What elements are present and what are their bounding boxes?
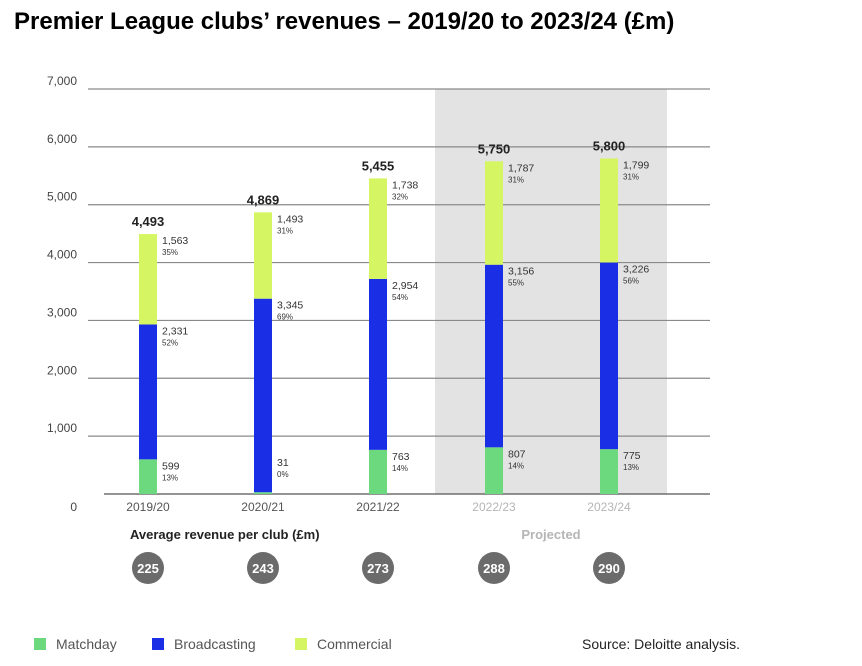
data-label: 1,493 (277, 213, 303, 225)
x-tick-label: 2021/22 (356, 500, 400, 514)
bar-commercial (254, 212, 272, 299)
legend-item-matchday: Matchday (34, 636, 117, 652)
avg-revenue-value: 290 (598, 561, 620, 576)
y-tick-label: 2,000 (47, 363, 77, 377)
avg-revenue-value: 273 (367, 561, 389, 576)
avg-revenue-badge (362, 552, 394, 584)
avg-revenue-badge (478, 552, 510, 584)
data-label: 31 (277, 457, 289, 469)
total-label: 5,750 (478, 141, 511, 156)
total-label: 5,455 (362, 158, 395, 173)
x-tick-label: 2022/23 (472, 500, 516, 514)
share-label: 31% (508, 175, 524, 184)
share-label: 31% (277, 226, 293, 235)
avg-revenue-value: 243 (252, 561, 274, 576)
chart-title: Premier League clubs’ revenues – 2019/20… (14, 8, 675, 35)
bar-broadcasting (369, 278, 387, 450)
legend-label-broadcasting: Broadcasting (174, 636, 256, 652)
legend-swatch-matchday (34, 638, 46, 650)
avg-revenue-value: 288 (483, 561, 505, 576)
avg-revenue-label: Average revenue per club (£m) (130, 527, 320, 542)
bar-matchday (369, 449, 387, 494)
share-label: 0% (277, 470, 289, 479)
data-label: 1,799 (623, 159, 649, 171)
share-label: 14% (508, 461, 524, 470)
data-label: 1,738 (392, 179, 418, 191)
data-label: 763 (392, 451, 410, 463)
y-tick-label: 6,000 (47, 132, 77, 146)
source-note: Source: Deloitte analysis. (582, 636, 740, 652)
legend-item-commercial: Commercial (295, 636, 392, 652)
y-tick-label: 7,000 (47, 74, 77, 88)
data-label: 1,563 (162, 235, 188, 247)
bar-commercial (139, 234, 157, 325)
total-label: 4,493 (132, 214, 165, 229)
legend-label-commercial: Commercial (317, 636, 392, 652)
avg-revenue-badge (247, 552, 279, 584)
projected-label: Projected (521, 527, 580, 542)
avg-revenue-value: 225 (137, 561, 159, 576)
total-label: 4,869 (247, 192, 280, 207)
projected-background (435, 89, 667, 494)
share-label: 35% (162, 248, 178, 257)
bar-broadcasting (485, 264, 503, 448)
share-label: 32% (392, 192, 408, 201)
legend-swatch-broadcasting (152, 638, 164, 650)
x-tick-label: 2023/24 (587, 500, 631, 514)
share-label: 54% (392, 293, 408, 302)
share-label: 13% (162, 473, 178, 482)
legend-swatch-commercial (295, 638, 307, 650)
share-label: 55% (508, 279, 524, 288)
bar-commercial (369, 178, 387, 279)
bar-matchday (485, 447, 503, 494)
bar-matchday (254, 492, 272, 494)
share-label: 56% (623, 277, 639, 286)
share-label: 14% (392, 464, 408, 473)
data-label: 2,331 (162, 325, 188, 337)
legend-label-matchday: Matchday (56, 636, 117, 652)
y-tick-label: 5,000 (47, 190, 77, 204)
data-label: 1,787 (508, 162, 534, 174)
y-tick-label: 1,000 (47, 421, 77, 435)
bar-broadcasting (254, 298, 272, 493)
bar-matchday (139, 459, 157, 494)
share-label: 52% (162, 338, 178, 347)
y-tick-label: 4,000 (47, 248, 77, 262)
data-label: 807 (508, 448, 526, 460)
x-tick-label: 2019/20 (126, 500, 170, 514)
data-label: 3,156 (508, 266, 534, 278)
bar-broadcasting (139, 324, 157, 460)
x-tick-label: 2020/21 (241, 500, 285, 514)
share-label: 69% (277, 313, 293, 322)
share-label: 13% (623, 463, 639, 472)
y-tick-label: 0 (70, 500, 77, 514)
bar-broadcasting (600, 262, 618, 450)
bar-matchday (600, 449, 618, 494)
y-tick-label: 3,000 (47, 305, 77, 319)
avg-revenue-badge (132, 552, 164, 584)
share-label: 31% (623, 172, 639, 181)
data-label: 3,345 (277, 300, 303, 312)
data-label: 599 (162, 460, 180, 472)
data-label: 3,226 (623, 264, 649, 276)
legend-item-broadcasting: Broadcasting (152, 636, 256, 652)
avg-revenue-badge (593, 552, 625, 584)
data-label: 775 (623, 450, 641, 462)
total-label: 5,800 (593, 138, 626, 153)
bar-commercial (600, 158, 618, 263)
bar-commercial (485, 161, 503, 265)
data-label: 2,954 (392, 280, 418, 292)
